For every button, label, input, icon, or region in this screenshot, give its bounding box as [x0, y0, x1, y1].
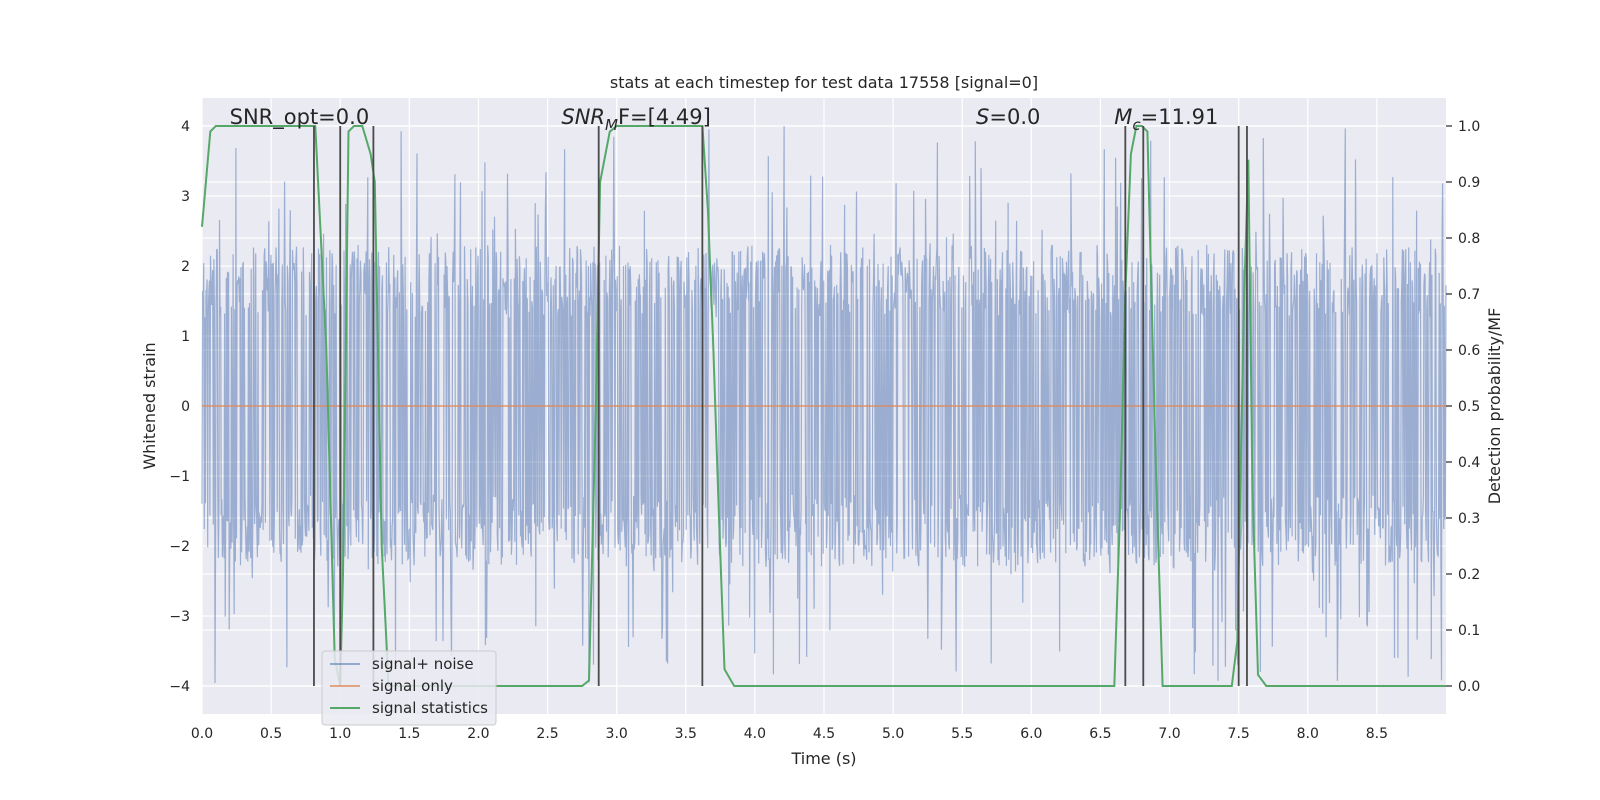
y-axis-right-ticks: 0.0 0.1 0.2 0.3 0.4 0.5 0.6 0.7 0.8 0.9 1.0: [1446, 119, 1480, 695]
y-left-tick-label: −1: [169, 469, 190, 485]
x-tick-label: 0.5: [260, 726, 282, 742]
y-right-tick-label: 0.3: [1458, 511, 1480, 527]
x-tick-label: 0.0: [191, 726, 213, 742]
x-tick-label: 3.0: [606, 726, 628, 742]
x-tick-label: 7.5: [1228, 726, 1250, 742]
y-left-tick-label: 2: [181, 259, 190, 275]
y-right-tick-label: 0.0: [1458, 679, 1480, 695]
annotation: Mc=11.91: [1114, 105, 1218, 134]
x-tick-label: 8.5: [1366, 726, 1388, 742]
x-tick-label: 6.5: [1089, 726, 1111, 742]
y-right-tick-label: 0.6: [1458, 343, 1480, 359]
annotations: SNR_opt=0.0 SNRMF=[4.49] S=0.0 Mc=11.91: [230, 105, 1219, 134]
legend-label-signal-noise: signal+ noise: [372, 655, 474, 673]
y-axis-left-label: Whitened strain: [140, 342, 159, 469]
y-left-tick-label: 3: [181, 189, 190, 205]
chart-title: stats at each timestep for test data 175…: [610, 73, 1038, 92]
x-tick-label: 4.0: [744, 726, 766, 742]
y-axis-right-label: Detection probability/MF: [1485, 308, 1504, 505]
x-tick-label: 5.5: [951, 726, 973, 742]
x-tick-label: 2.5: [536, 726, 558, 742]
x-tick-label: 8.0: [1297, 726, 1319, 742]
x-tick-label: 7.0: [1158, 726, 1180, 742]
y-right-tick-label: 0.1: [1458, 623, 1480, 639]
x-tick-label: 3.5: [675, 726, 697, 742]
y-left-tick-label: 4: [181, 119, 190, 135]
y-left-tick-label: −3: [169, 609, 190, 625]
y-right-tick-label: 0.4: [1458, 455, 1480, 471]
x-tick-label: 1.5: [398, 726, 420, 742]
legend-box: [321, 650, 497, 726]
x-axis-ticks: 0.0 0.5 1.0 1.5 2.0 2.5 3.0 3.5 4.0 4.5 5.0 5.5 6.0 6…: [191, 726, 1388, 742]
y-right-tick-label: 0.2: [1458, 567, 1480, 583]
legend-label-signal-statistics: signal statistics: [372, 699, 488, 717]
vertical-markers: [313, 126, 1248, 686]
y-left-tick-label: 1: [181, 329, 190, 345]
legend-label-signal-only: signal only: [372, 677, 453, 695]
annotation: SNR_opt=0.0: [230, 105, 370, 130]
x-tick-label: 1.0: [329, 726, 351, 742]
y-left-tick-label: −2: [169, 539, 190, 555]
y-right-tick-label: 0.9: [1458, 175, 1480, 191]
y-right-tick-label: 0.5: [1458, 399, 1480, 415]
annotation: S=0.0: [976, 105, 1040, 129]
y-left-tick-label: 0: [181, 399, 190, 415]
x-axis-label: Time (s): [790, 749, 856, 768]
legend: signal+ noise signal only signal statist…: [321, 650, 497, 726]
x-tick-label: 4.5: [813, 726, 835, 742]
x-tick-label: 6.0: [1020, 726, 1042, 742]
y-right-tick-label: 1.0: [1458, 119, 1480, 135]
y-right-tick-label: 0.7: [1458, 287, 1480, 303]
y-axis-left-ticks: −4 −3 −2 −1 0 1 2 3 4: [169, 119, 190, 695]
y-left-tick-label: −4: [169, 679, 190, 695]
annotation: SNRMF=[4.49]: [561, 105, 710, 134]
x-tick-label: 5.0: [882, 726, 904, 742]
y-right-tick-label: 0.8: [1458, 231, 1480, 247]
x-tick-label: 2.0: [467, 726, 489, 742]
